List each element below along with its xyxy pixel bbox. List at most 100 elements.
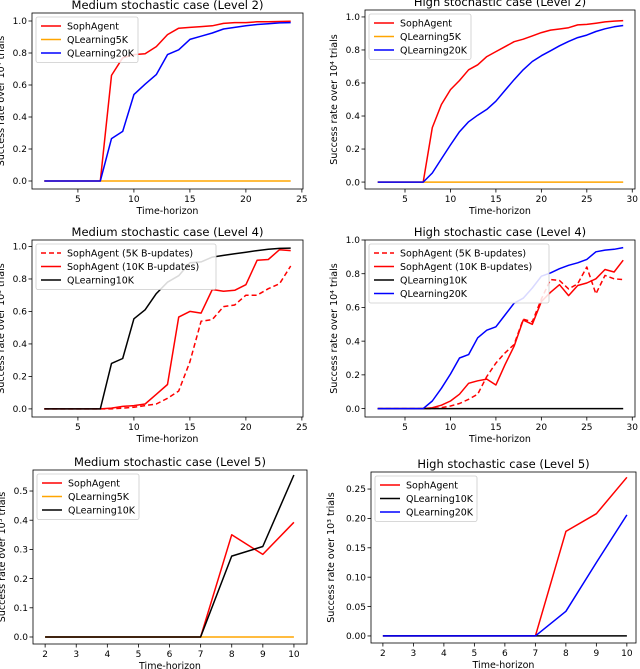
x-tick-label: 7 [198, 650, 204, 660]
axes-frame [364, 239, 636, 418]
y-tick-label: 0.6 [13, 308, 28, 318]
chart-title: High stochastic case (Level 5) [417, 457, 589, 471]
series-line-sophagent [45, 521, 295, 638]
y-tick-label: 1.0 [346, 13, 361, 23]
y-axis-label: Success rate over 10³ trials [326, 492, 337, 622]
y-tick-label: 0.2 [346, 371, 360, 381]
legend: SophAgent QLearning5K QLearning10K [36, 473, 140, 520]
x-tick-label: 5 [136, 650, 142, 660]
legend-label: QLearning10K [67, 276, 135, 287]
y-tick-label: 0.4 [346, 337, 361, 347]
chart-title: High stochastic case (Level 2) [414, 0, 586, 9]
x-tick-label: 9 [260, 650, 266, 660]
series-line-qlearning20k [382, 514, 628, 637]
axes-frame [31, 239, 304, 418]
axes-frame [370, 471, 637, 644]
x-tick-label: 15 [184, 195, 195, 205]
subplot-1: Medium stochastic case (Level 2) 5 10 15 20 2… [0, 0, 308, 217]
x-tick-label: 10 [128, 195, 140, 205]
y-tick-label: 0.2 [13, 373, 27, 383]
subplot-4: High stochastic case (Level 4) 5 10 15 20 25 3… [329, 225, 638, 445]
y-tick-label: 0.1 [14, 604, 28, 614]
y-tick-label: 0.2 [14, 575, 28, 585]
x-tick-label: 25 [581, 195, 592, 205]
legend: SophAgent QLearning5K QLearning20K [368, 13, 472, 60]
axes-frame [31, 12, 304, 190]
chart-title: High stochastic case (Level 4) [414, 225, 586, 239]
x-tick-label: 30 [627, 195, 639, 205]
legend: SophAgent (5K B-updates) SophAgent (10K B… [35, 243, 217, 290]
x-tick-label: 20 [536, 195, 548, 205]
x-tick-label: 15 [490, 195, 501, 205]
x-tick-label: 10 [288, 650, 300, 660]
legend-label: QLearning5K [400, 32, 462, 43]
x-axis-label: Time-horizon [136, 434, 199, 445]
legend: SophAgent QLearning5K QLearning20K [35, 16, 139, 63]
chart-title: Medium stochastic case (Level 5) [74, 455, 266, 469]
y-tick-label: 0.25 [346, 485, 366, 495]
x-tick-label: 5 [472, 649, 478, 659]
y-tick-label: 0.0 [346, 178, 361, 188]
series-line-qlearning20k [377, 24, 624, 183]
y-axis-label: Success rate over 10⁴ trials [329, 263, 340, 393]
legend-label: SophAgent (5K B-updates) [400, 249, 526, 260]
legend-label: QLearning5K [67, 35, 129, 46]
x-tick-label: 20 [240, 195, 252, 205]
y-tick-label: 0.3 [14, 546, 28, 556]
y-tick-label: 0.8 [13, 49, 28, 59]
x-tick-label: 10 [621, 649, 633, 659]
legend-box [368, 243, 550, 304]
subplot-2: High stochastic case (Level 2) 5 10 15 20 25 3… [329, 0, 638, 217]
x-tick-label: 9 [593, 649, 599, 659]
y-tick-label: 0.6 [346, 79, 361, 89]
legend-box [35, 243, 217, 290]
legend-label: SophAgent (5K B-updates) [67, 249, 193, 260]
x-tick-label: 20 [536, 423, 548, 433]
legend-label: SophAgent (10K B-updates) [400, 262, 532, 273]
legend-label: QLearning10K [400, 276, 468, 287]
x-tick-label: 7 [532, 649, 538, 659]
y-tick-label: 0.05 [346, 603, 366, 613]
x-tick-label: 30 [627, 423, 639, 433]
x-tick-label: 2 [42, 650, 48, 660]
legend: SophAgent (5K B-updates) SophAgent (10K B… [368, 243, 550, 304]
y-tick-label: 0.8 [13, 275, 28, 285]
y-tick-label: 0.0 [13, 177, 28, 187]
y-tick-label: 0.4 [346, 112, 361, 122]
y-tick-label: 0.4 [14, 516, 29, 526]
x-tick-label: 5 [75, 195, 81, 205]
y-tick-label: 0.0 [346, 405, 361, 415]
chart-title: Medium stochastic case (Level 4) [72, 225, 264, 239]
x-tick-label: 6 [502, 649, 508, 659]
series-line-qlearning20k [377, 246, 624, 410]
axes-frame [32, 469, 308, 645]
y-tick-label: 0.2 [13, 145, 27, 155]
y-tick-label: 0.8 [346, 46, 361, 56]
legend-box [374, 475, 478, 522]
subplot-3: Medium stochastic case (Level 4) 5 10 15 20 2… [0, 225, 308, 445]
x-tick-label: 3 [411, 649, 417, 659]
x-axis-label: Time-horizon [138, 661, 201, 669]
legend-label: QLearning20K [67, 49, 135, 60]
y-tick-label: 1.0 [13, 17, 28, 27]
y-tick-label: 0.4 [13, 113, 28, 123]
y-tick-label: 0.6 [346, 304, 361, 314]
x-axis-label: Time-horizon [468, 206, 531, 217]
y-axis-label: Success rate over 10⁴ trials [329, 34, 340, 164]
chart-title: Medium stochastic case (Level 2) [72, 0, 264, 12]
legend-box [35, 16, 139, 63]
legend-label: QLearning20K [406, 508, 474, 519]
subplot-6: High stochastic case (Level 5) 2 3 4 5 6 7 8 9 10… [326, 457, 637, 669]
y-tick-label: 0.10 [346, 573, 366, 583]
x-tick-label: 20 [240, 423, 252, 433]
x-axis-label: Time-horizon [468, 434, 531, 445]
y-tick-label: 0.0 [13, 405, 28, 415]
subplot-5: Medium stochastic case (Level 5) 2 3 4 5 6 7 8 9… [0, 455, 308, 669]
y-tick-label: 0.6 [13, 81, 28, 91]
legend-box [368, 13, 472, 60]
legend-box [36, 473, 140, 520]
x-tick-label: 6 [167, 650, 173, 660]
axes-frame [364, 9, 636, 190]
x-tick-label: 10 [445, 423, 457, 433]
